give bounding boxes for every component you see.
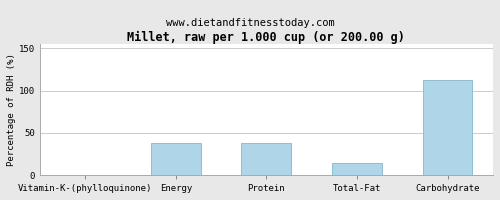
Bar [422,80,472,175]
Bar [332,163,382,175]
Text: www.dietandfitnesstoday.com: www.dietandfitnesstoday.com [166,18,334,28]
Y-axis label: Percentage of RDH (%): Percentage of RDH (%) [7,53,16,166]
Bar [151,143,200,175]
Title: Millet, raw per 1.000 cup (or 200.00 g): Millet, raw per 1.000 cup (or 200.00 g) [128,31,406,44]
Bar [242,143,292,175]
